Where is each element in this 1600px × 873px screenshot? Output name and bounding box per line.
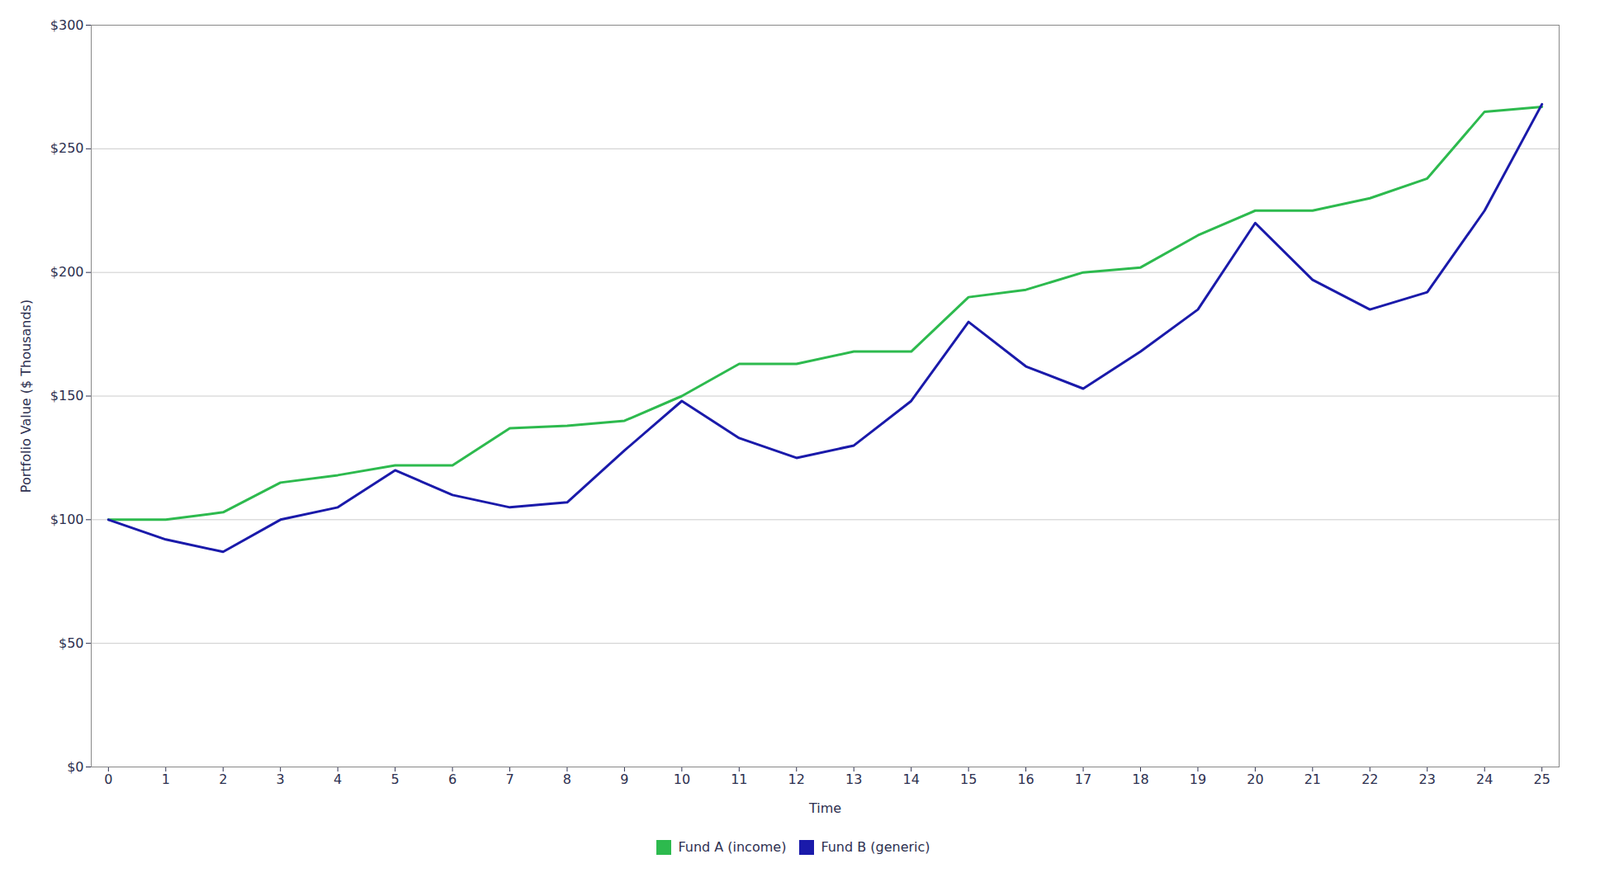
svg-text:$200: $200: [50, 264, 85, 280]
html-text:Fund B (generic): Fund B (generic): [820, 839, 931, 856]
svg-text:16: 16: [1017, 771, 1034, 788]
svg-text:21: 21: [1304, 771, 1321, 788]
html-text:Fund A (income): Fund A (income): [678, 839, 787, 856]
svg-text:14: 14: [903, 771, 920, 788]
svg-text:Time: Time: [808, 800, 842, 817]
svg-text:13: 13: [845, 771, 862, 788]
svg-text:19: 19: [1189, 771, 1207, 788]
svg-text:10: 10: [673, 771, 691, 788]
svg-text:Portfolio Value ($ Thousands): Portfolio Value ($ Thousands): [18, 299, 34, 493]
svg-text:1: 1: [161, 771, 171, 788]
svg-text:22: 22: [1361, 771, 1378, 788]
svg-text:20: 20: [1246, 771, 1264, 788]
svg-text:17: 17: [1074, 771, 1092, 788]
svg-text:$250: $250: [50, 140, 85, 157]
svg-text:24: 24: [1476, 771, 1493, 788]
svg-text:6: 6: [448, 771, 457, 788]
svg-text:$150: $150: [50, 388, 85, 404]
svg-text:25: 25: [1533, 771, 1550, 788]
svg-text:7: 7: [505, 771, 514, 788]
svg-text:0: 0: [104, 771, 113, 788]
svg-text:$50: $50: [58, 635, 85, 652]
svg-text:5: 5: [391, 771, 400, 788]
svg-text:23: 23: [1419, 771, 1436, 788]
svg-text:9: 9: [620, 771, 629, 788]
svg-text:18: 18: [1131, 771, 1149, 788]
svg-text:3: 3: [276, 771, 285, 788]
svg-text:15: 15: [960, 771, 977, 788]
svg-text:2: 2: [218, 771, 228, 788]
svg-text:12: 12: [788, 771, 805, 788]
svg-text:$100: $100: [50, 511, 85, 528]
svg-text:11: 11: [730, 771, 748, 788]
svg-text:8: 8: [563, 771, 572, 788]
svg-text:$0: $0: [66, 759, 84, 776]
svg-text:$300: $300: [50, 17, 85, 34]
svg-text:4: 4: [333, 771, 342, 788]
